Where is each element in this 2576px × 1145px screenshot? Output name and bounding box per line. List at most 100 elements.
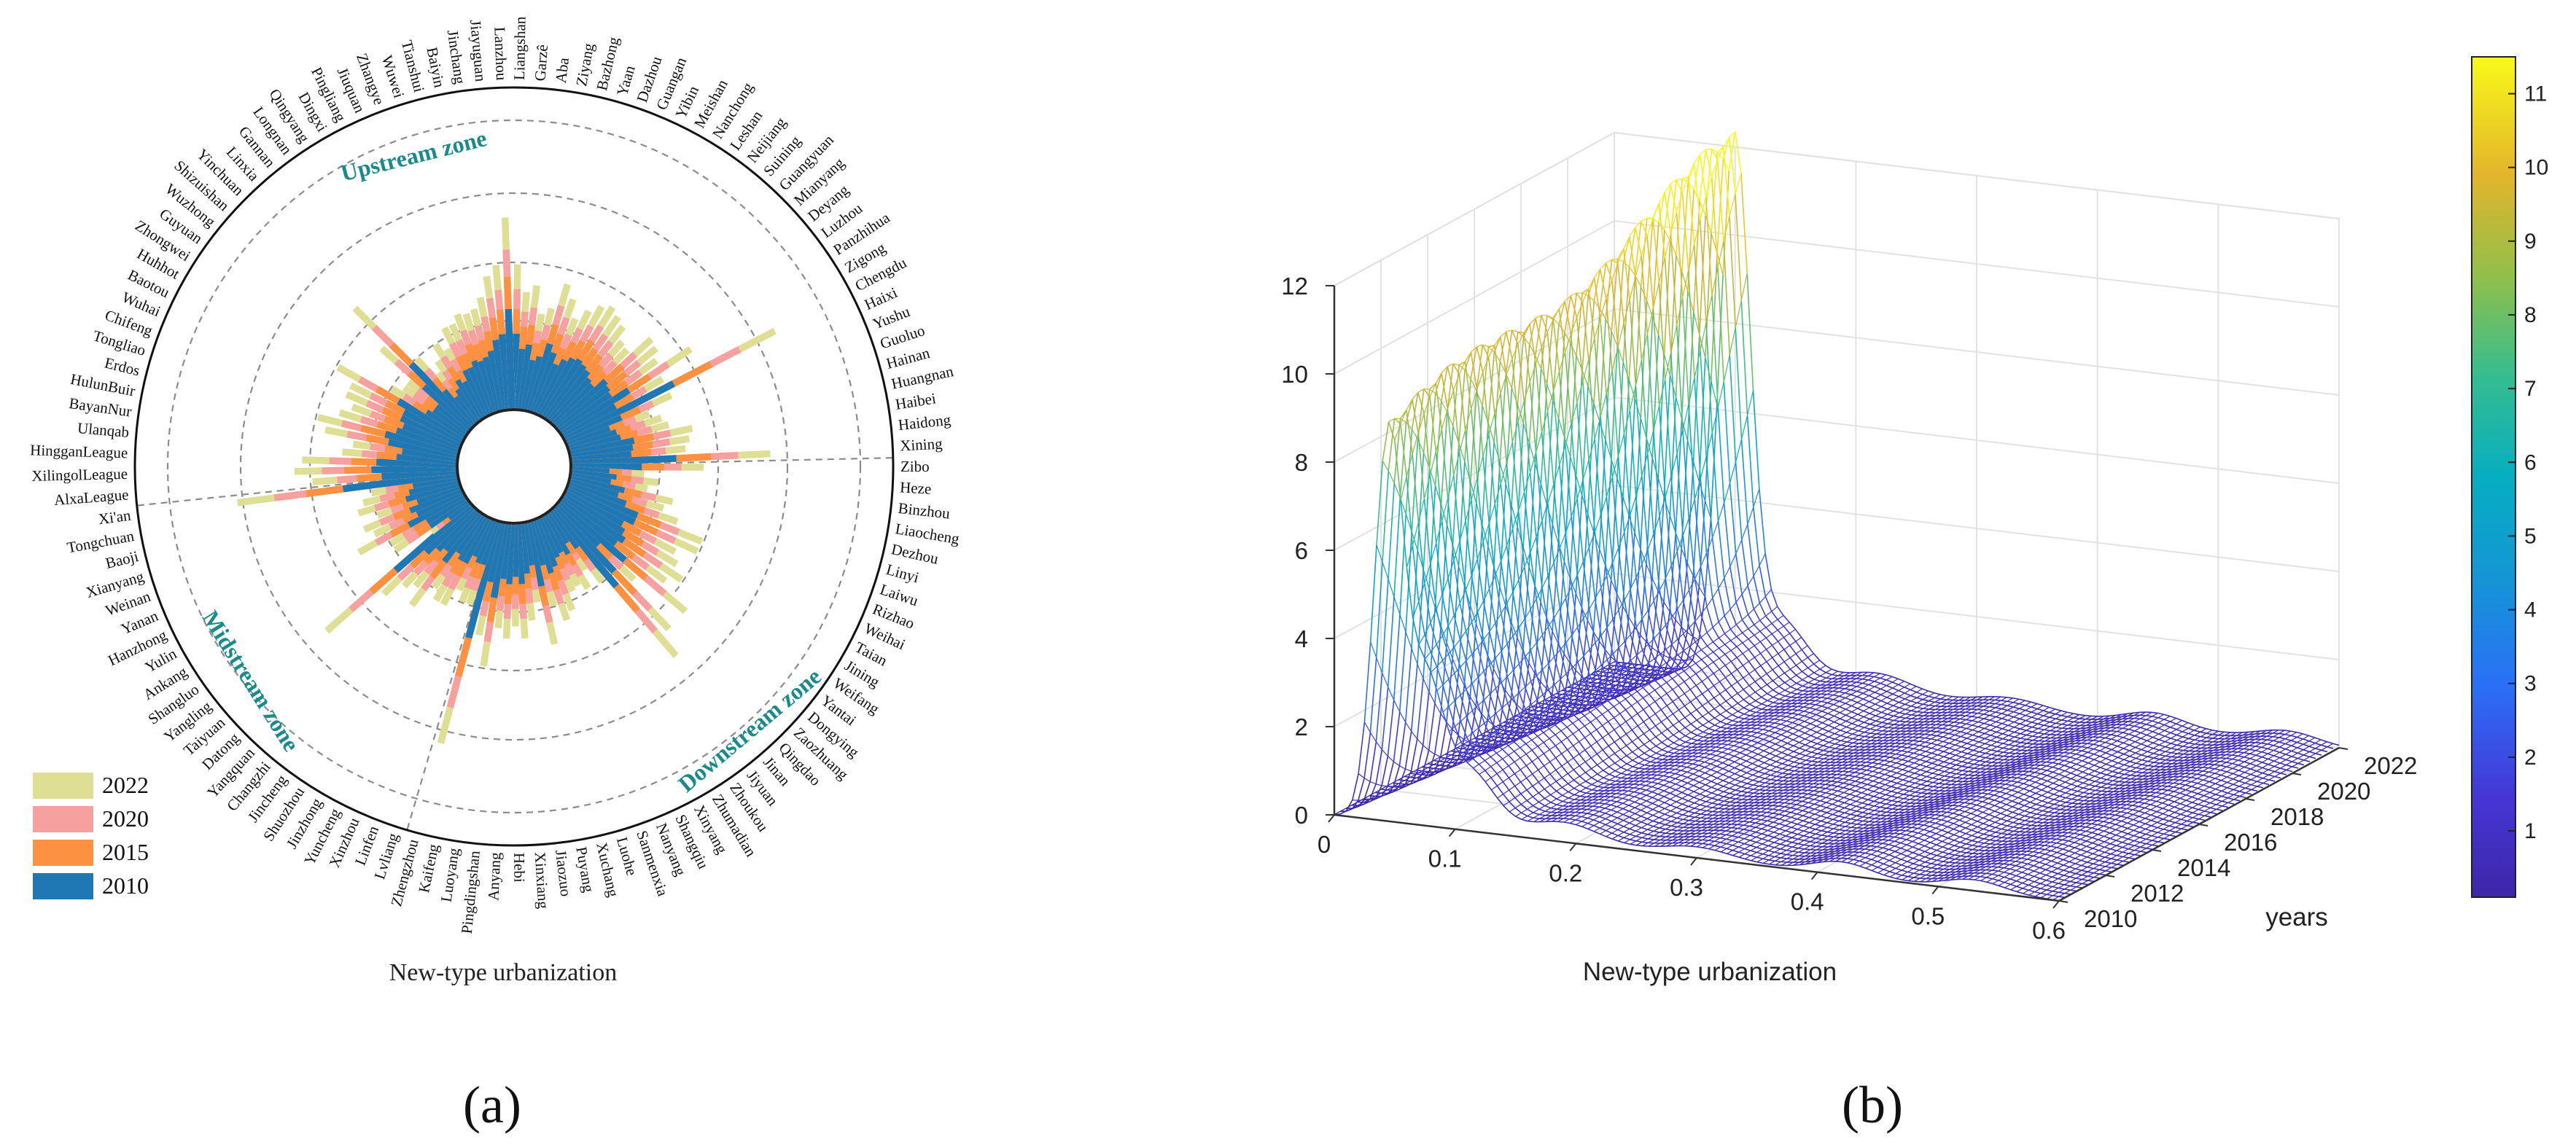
mesh-y-segment — [2082, 773, 2089, 778]
mesh-x-segment — [2076, 758, 2083, 762]
mesh-x-segment — [1930, 730, 1937, 732]
mesh-x-segment — [1803, 703, 1810, 705]
mesh-x-segment — [1645, 578, 1653, 642]
mesh-x-segment — [2256, 770, 2263, 774]
mesh-x-segment — [2166, 759, 2172, 762]
mesh-x-segment — [2106, 783, 2114, 786]
mesh-y-segment — [1810, 719, 1817, 724]
mesh-y-segment — [2158, 735, 2166, 740]
mesh-x-segment — [1803, 706, 1810, 709]
mesh-x-segment — [2170, 738, 2177, 741]
mesh-x-segment — [2273, 755, 2281, 759]
mesh-y-segment — [1990, 726, 1997, 731]
mesh-x-segment — [1888, 727, 1894, 729]
mesh-x-segment — [1868, 689, 1875, 693]
mesh-y-segment — [1699, 334, 1706, 358]
mesh-y-segment — [1844, 681, 1851, 686]
mesh-x-segment — [1966, 738, 1974, 741]
mesh-y-segment — [1923, 705, 1929, 709]
mesh-y-segment — [2025, 711, 2032, 716]
mesh-x-segment — [2075, 749, 2082, 751]
mesh-y-segment — [1622, 496, 1630, 515]
bar-2010-8 — [536, 359, 569, 415]
mesh-y-segment — [1913, 754, 1921, 759]
mesh-y-segment — [1719, 633, 1725, 638]
mesh-x-segment — [1851, 694, 1858, 697]
bar-2010-39 — [562, 493, 626, 536]
mesh-y-segment — [2171, 744, 2178, 749]
mesh-x-segment — [2164, 724, 2171, 728]
mesh-y-segment — [1881, 708, 1888, 713]
mesh-x-segment — [2031, 726, 2039, 730]
mesh-y-segment — [2129, 757, 2136, 762]
mesh-x-segment — [2012, 697, 2020, 700]
mesh-x-segment — [1705, 232, 1712, 358]
mesh-y-segment — [1802, 682, 1809, 687]
mesh-y-segment — [1747, 507, 1754, 525]
mesh-x-segment — [2052, 766, 2059, 770]
city-label: Luoyang — [437, 846, 463, 903]
mesh-x-segment — [1968, 767, 1974, 769]
mesh-y-segment — [2134, 727, 2141, 732]
mesh-y-segment — [1736, 653, 1743, 658]
mesh-x-segment — [1821, 700, 1828, 704]
mesh-y-segment — [1834, 730, 1841, 735]
mesh-y-segment — [1972, 741, 1980, 746]
mesh-x-segment — [1785, 695, 1791, 698]
mesh-y-segment — [2007, 706, 2014, 711]
mesh-y-segment — [1996, 723, 2003, 727]
mesh-y-segment — [2152, 712, 2158, 717]
mesh-x-segment — [2082, 760, 2089, 764]
mesh-y-segment — [1759, 615, 1767, 621]
mesh-x-segment — [1949, 757, 1956, 761]
mesh-y-segment — [1711, 160, 1719, 178]
mesh-y-segment — [2164, 732, 2171, 737]
mesh-y-segment — [1810, 738, 1818, 742]
mesh-x-segment — [2043, 715, 2050, 718]
mesh-x-segment — [1940, 694, 1947, 697]
mesh-y-segment — [1587, 513, 1595, 533]
mesh-y-segment — [1816, 728, 1823, 733]
mesh-y-segment — [1845, 699, 1852, 704]
mesh-y-segment — [2135, 749, 2142, 754]
mesh-y-segment — [1692, 636, 1700, 641]
mesh-x-segment — [2140, 732, 2147, 736]
mesh-x-segment — [1724, 578, 1731, 610]
mesh-x-segment — [2055, 718, 2062, 721]
mesh-y-segment — [1985, 749, 1992, 754]
mesh-x-segment — [2244, 777, 2252, 781]
mesh-x-segment — [2261, 746, 2268, 749]
mesh-x-segment — [2112, 770, 2119, 774]
mesh-y-segment — [1874, 682, 1881, 687]
mesh-y-segment — [1705, 432, 1713, 457]
mesh-x-segment — [1972, 729, 1979, 732]
mesh-y-segment — [2152, 717, 2159, 722]
mesh-y-segment — [2123, 744, 2130, 749]
mesh-x-segment — [2082, 765, 2089, 770]
mesh-y-segment — [1772, 653, 1779, 658]
mesh-y-segment — [2188, 739, 2195, 744]
mesh-x-segment — [1776, 606, 1784, 616]
mesh-x-segment — [2274, 775, 2281, 779]
mesh-x-segment — [1706, 632, 1714, 643]
mesh-x-segment — [1925, 741, 1931, 744]
mesh-y-segment — [1923, 700, 1929, 705]
mesh-x-segment — [1802, 671, 1809, 677]
mesh-y-segment — [1701, 665, 1708, 671]
mesh-x-segment — [1822, 740, 1829, 743]
bar-2010-116 — [505, 308, 515, 409]
mesh-x-segment — [1783, 636, 1791, 646]
mesh-x-segment — [2111, 738, 2117, 742]
mesh-y-segment — [1796, 679, 1803, 684]
mesh-x-segment — [2020, 738, 2027, 740]
mesh-x-segment — [1794, 629, 1802, 638]
mesh-y-segment — [2031, 703, 2038, 708]
mesh-y-segment — [2284, 735, 2292, 740]
mesh-x-segment — [1813, 653, 1821, 661]
mesh-x-segment — [1978, 726, 1985, 730]
mesh-y-segment — [1735, 594, 1743, 603]
mesh-x-segment — [2327, 740, 2333, 745]
mesh-x-segment — [1913, 748, 1920, 751]
mesh-y-segment — [1608, 676, 1616, 681]
mesh-y-segment — [2002, 744, 2009, 749]
